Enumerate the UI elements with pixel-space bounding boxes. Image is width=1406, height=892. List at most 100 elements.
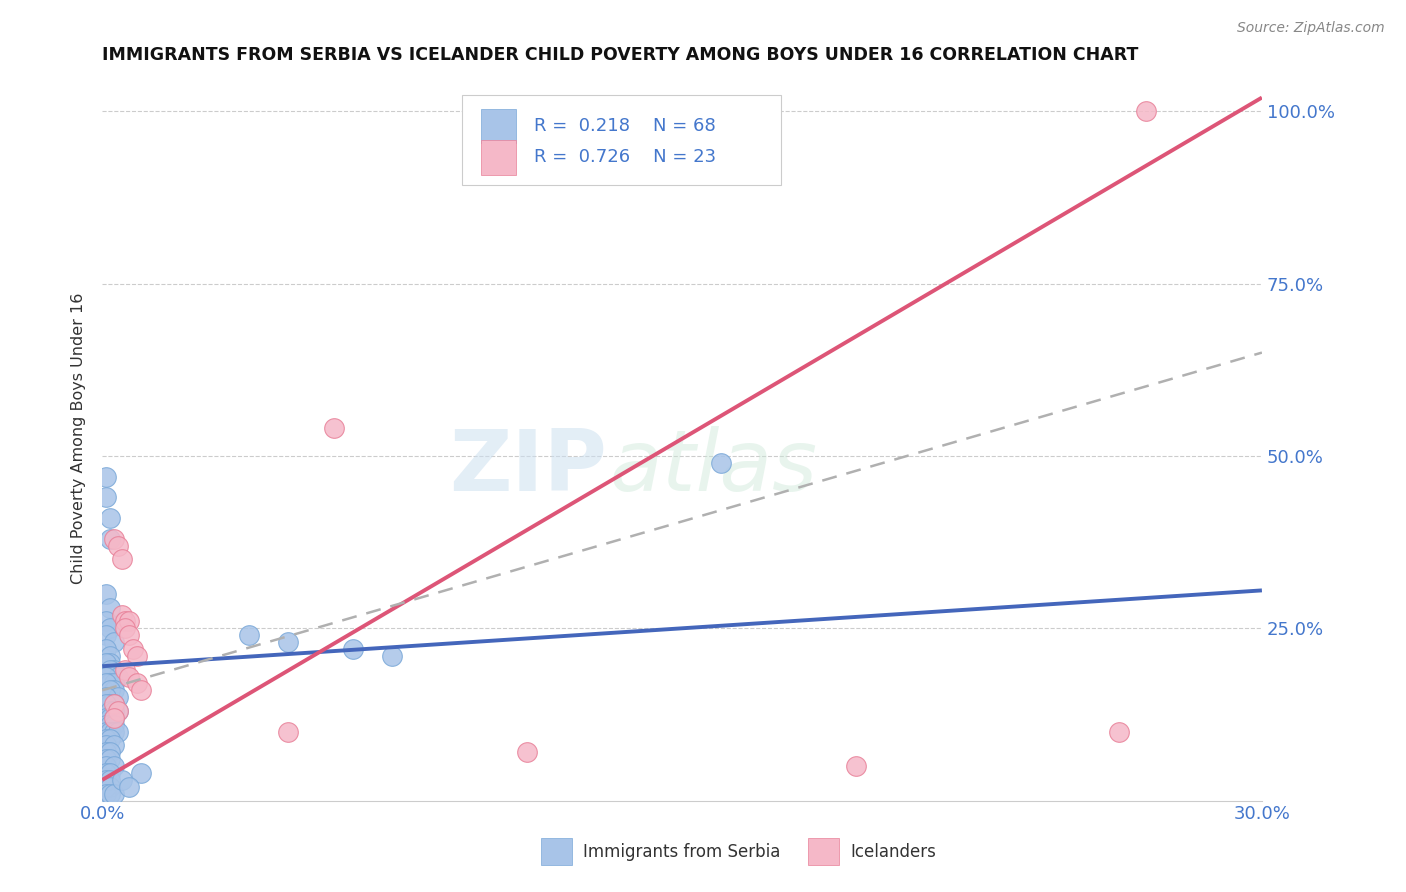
Y-axis label: Child Poverty Among Boys Under 16: Child Poverty Among Boys Under 16: [72, 293, 86, 584]
Point: [1135, 104, 1157, 119]
Point: [107, 704, 129, 718]
Point: [103, 711, 125, 725]
Point: [103, 704, 125, 718]
Point: [516, 745, 538, 759]
Point: [94, 731, 117, 746]
Point: [94, 724, 117, 739]
Text: atlas: atlas: [609, 426, 817, 509]
Point: [710, 456, 733, 470]
Point: [118, 615, 141, 629]
Point: [129, 766, 152, 780]
Point: [118, 780, 141, 794]
Point: [94, 697, 117, 711]
Point: [381, 648, 404, 663]
Point: [103, 697, 125, 711]
Point: [98, 663, 121, 677]
Point: [125, 648, 148, 663]
Point: [103, 759, 125, 773]
Point: [94, 772, 117, 787]
Point: [342, 642, 364, 657]
Point: [238, 628, 260, 642]
Point: [107, 669, 129, 683]
Text: Source: ZipAtlas.com: Source: ZipAtlas.com: [1237, 21, 1385, 35]
Point: [98, 718, 121, 732]
Point: [94, 718, 117, 732]
Point: [103, 697, 125, 711]
Point: [94, 745, 117, 759]
Point: [845, 759, 868, 773]
Point: [98, 711, 121, 725]
Text: Immigrants from Serbia: Immigrants from Serbia: [583, 843, 780, 861]
Point: [110, 552, 132, 566]
Text: R =  0.218    N = 68: R = 0.218 N = 68: [534, 117, 716, 135]
Point: [323, 421, 346, 435]
Point: [103, 663, 125, 677]
Point: [103, 683, 125, 698]
Point: [107, 724, 129, 739]
Point: [107, 704, 129, 718]
Point: [98, 656, 121, 670]
Point: [94, 469, 117, 483]
Point: [103, 718, 125, 732]
Point: [94, 669, 117, 683]
Point: [98, 704, 121, 718]
Point: [103, 739, 125, 753]
Point: [98, 676, 121, 690]
Bar: [481, 140, 516, 175]
Point: [122, 642, 145, 657]
Point: [98, 683, 121, 698]
Point: [98, 772, 121, 787]
Point: [94, 690, 117, 705]
Point: [125, 676, 148, 690]
Point: [94, 615, 117, 629]
Point: [94, 739, 117, 753]
Text: IMMIGRANTS FROM SERBIA VS ICELANDER CHILD POVERTY AMONG BOYS UNDER 16 CORRELATIO: IMMIGRANTS FROM SERBIA VS ICELANDER CHIL…: [103, 46, 1139, 64]
FancyBboxPatch shape: [461, 95, 780, 186]
Point: [103, 676, 125, 690]
Point: [98, 648, 121, 663]
Point: [94, 766, 117, 780]
Point: [1108, 724, 1130, 739]
Point: [103, 635, 125, 649]
Point: [94, 642, 117, 657]
Point: [277, 635, 299, 649]
Point: [103, 724, 125, 739]
Point: [98, 511, 121, 525]
Point: [94, 628, 117, 642]
Point: [94, 759, 117, 773]
Point: [110, 772, 132, 787]
Text: R =  0.726    N = 23: R = 0.726 N = 23: [534, 148, 716, 166]
Point: [98, 745, 121, 759]
Text: Icelanders: Icelanders: [851, 843, 936, 861]
Point: [129, 683, 152, 698]
Point: [94, 780, 117, 794]
Point: [98, 780, 121, 794]
Point: [103, 532, 125, 546]
Point: [118, 669, 141, 683]
Point: [103, 787, 125, 801]
Point: [114, 615, 136, 629]
Point: [107, 539, 129, 553]
Point: [98, 697, 121, 711]
Bar: [481, 109, 516, 144]
Point: [94, 491, 117, 505]
Point: [94, 711, 117, 725]
Point: [98, 532, 121, 546]
Point: [94, 752, 117, 766]
Point: [98, 787, 121, 801]
Point: [118, 628, 141, 642]
Point: [94, 787, 117, 801]
Point: [110, 607, 132, 622]
Point: [277, 724, 299, 739]
Point: [94, 656, 117, 670]
Point: [107, 690, 129, 705]
Point: [94, 676, 117, 690]
Point: [98, 766, 121, 780]
Point: [94, 587, 117, 601]
Point: [98, 731, 121, 746]
Point: [98, 724, 121, 739]
Point: [98, 752, 121, 766]
Text: ZIP: ZIP: [449, 426, 606, 509]
Point: [98, 600, 121, 615]
Point: [98, 621, 121, 635]
